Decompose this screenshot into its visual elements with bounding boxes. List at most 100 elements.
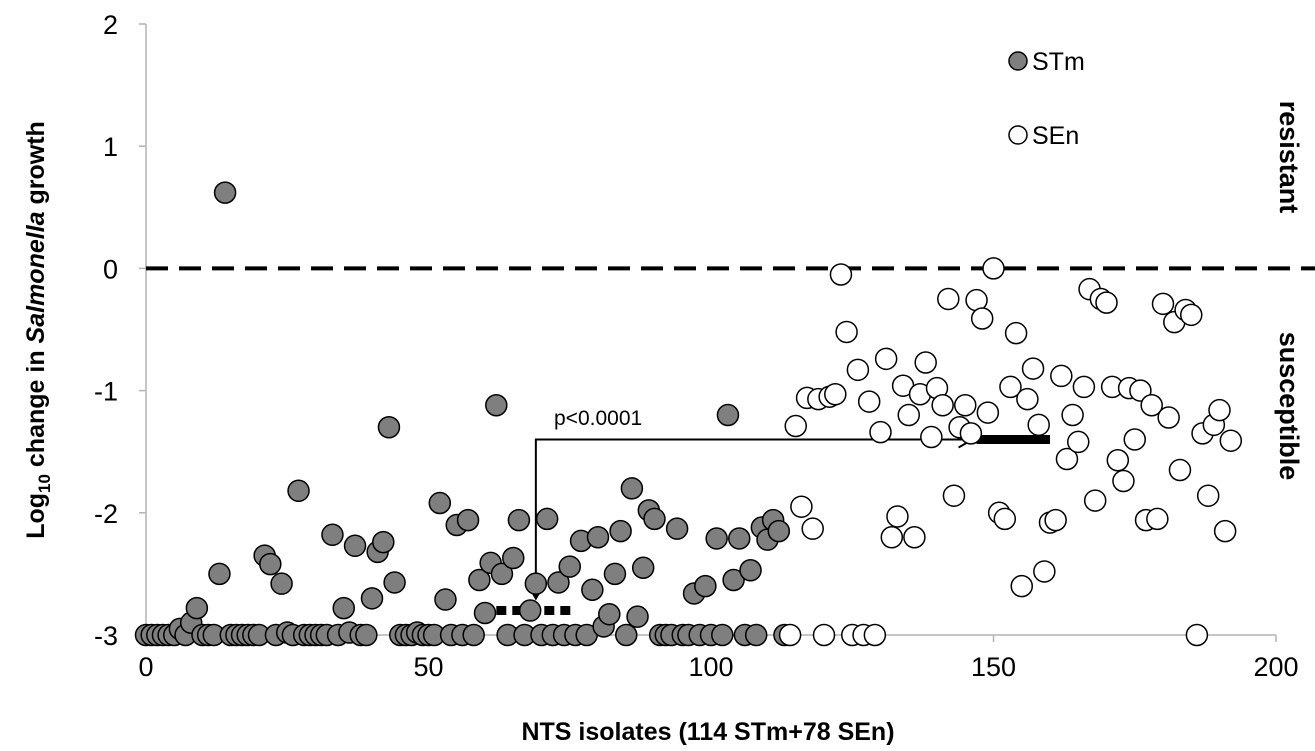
data-point-stm bbox=[643, 507, 666, 531]
data-point-stm bbox=[603, 562, 627, 586]
data-point-stm bbox=[502, 546, 525, 570]
data-point-sen bbox=[1095, 291, 1118, 314]
data-point-sen bbox=[1044, 508, 1067, 532]
data-point-stm bbox=[343, 534, 367, 558]
data-point-sen bbox=[801, 517, 824, 540]
data-point-stm bbox=[631, 556, 655, 580]
data-point-sen bbox=[1083, 489, 1107, 512]
data-point-sen bbox=[880, 525, 904, 549]
legend-label-sen: SEn bbox=[1032, 122, 1079, 150]
y-axis-title-suffix: growth bbox=[22, 121, 50, 211]
plot-area: 2 1 0 -1 -2 -3 0 50 100 150 200 bbox=[94, 10, 1315, 682]
y-axis-title-mid: change in bbox=[22, 343, 50, 474]
y-tick-label: -2 bbox=[94, 499, 118, 529]
data-point-sen bbox=[784, 414, 807, 438]
data-point-sen bbox=[1004, 321, 1028, 345]
data-point-stm bbox=[524, 572, 548, 595]
data-point-sen bbox=[976, 401, 1000, 424]
data-point-stm bbox=[507, 508, 531, 532]
data-point-stm bbox=[586, 525, 610, 549]
data-point-sen bbox=[1168, 458, 1192, 482]
data-point-sen bbox=[1072, 375, 1096, 399]
data-point-stm bbox=[321, 523, 344, 547]
series-sen bbox=[778, 257, 1243, 647]
data-point-stm bbox=[767, 519, 791, 543]
data-point-sen bbox=[1010, 574, 1033, 598]
data-point-stm bbox=[694, 574, 717, 598]
data-point-sen bbox=[1185, 623, 1209, 647]
data-point-sen bbox=[920, 425, 943, 449]
data-point-sen bbox=[1027, 413, 1050, 437]
comparison-bracket bbox=[534, 438, 973, 599]
data-point-sen bbox=[942, 484, 966, 507]
y-tick-label: 0 bbox=[103, 254, 118, 284]
data-point-stm bbox=[377, 416, 401, 439]
data-point-stm bbox=[270, 572, 293, 595]
data-point-stm bbox=[711, 623, 734, 647]
data-point-stm bbox=[360, 587, 384, 610]
data-point-sen bbox=[1146, 507, 1169, 531]
data-point-stm bbox=[716, 403, 740, 427]
data-point-sen bbox=[829, 263, 853, 286]
data-point-sen bbox=[982, 257, 1005, 280]
data-point-sen bbox=[1050, 364, 1073, 388]
data-point-sen bbox=[999, 375, 1022, 399]
data-point-sen bbox=[931, 394, 954, 417]
data-point-stm bbox=[468, 568, 491, 592]
x-tick-label: 200 bbox=[1253, 652, 1298, 682]
data-point-stm bbox=[185, 596, 209, 620]
data-point-stm bbox=[744, 623, 768, 647]
y-tick-label: -3 bbox=[94, 621, 118, 651]
legend-marker-sen bbox=[1008, 125, 1028, 145]
data-point-stm bbox=[665, 517, 689, 540]
data-point-stm bbox=[259, 552, 282, 576]
data-point-stm bbox=[208, 562, 231, 586]
y-axis-title-group: Log10 change in Salmonella growth bbox=[22, 121, 54, 539]
data-point-stm bbox=[615, 623, 638, 647]
data-point-sen bbox=[1213, 519, 1237, 543]
data-point-sen bbox=[970, 307, 994, 330]
data-point-sen bbox=[897, 403, 920, 427]
data-point-stm bbox=[355, 623, 378, 647]
data-point-stm bbox=[372, 530, 395, 554]
y-axis-title-prefix: Log bbox=[22, 493, 50, 539]
data-point-sen bbox=[1112, 469, 1135, 493]
region-label-resistant: resistant bbox=[1274, 101, 1304, 214]
data-point-stm bbox=[620, 477, 644, 500]
data-point-sen bbox=[1021, 357, 1045, 380]
x-tick-label: 50 bbox=[413, 652, 443, 682]
data-point-sen bbox=[1016, 387, 1039, 411]
y-tick-label: 1 bbox=[103, 132, 118, 162]
data-point-sen bbox=[954, 394, 977, 417]
data-point-stm bbox=[722, 568, 745, 592]
data-point-sen bbox=[790, 495, 813, 518]
y-tick-label: 2 bbox=[103, 10, 118, 40]
data-point-sen bbox=[1067, 430, 1090, 454]
data-point-sen bbox=[1123, 428, 1146, 451]
data-point-stm bbox=[383, 571, 406, 594]
x-axis-title: NTS isolates (114 STm+78 SEn) bbox=[521, 718, 894, 746]
data-point-sen bbox=[1061, 403, 1084, 427]
data-point-stm bbox=[490, 562, 514, 586]
data-point-sen bbox=[1157, 406, 1180, 429]
data-point-sen bbox=[903, 525, 926, 549]
data-point-sen bbox=[959, 422, 983, 445]
data-point-stm bbox=[473, 601, 497, 625]
data-point-stm bbox=[728, 527, 751, 550]
data-point-stm bbox=[287, 479, 310, 503]
data-point-sen bbox=[1151, 292, 1175, 316]
data-point-sen bbox=[1106, 449, 1130, 472]
x-tick-label: 100 bbox=[688, 652, 733, 682]
y-tick-label: -1 bbox=[94, 377, 118, 407]
data-point-sen bbox=[835, 320, 858, 344]
data-point-sen bbox=[869, 420, 892, 444]
data-point-stm bbox=[462, 623, 485, 647]
data-point-sen bbox=[937, 287, 960, 311]
data-point-sen bbox=[857, 390, 881, 413]
data-point-sen bbox=[1055, 447, 1079, 471]
data-point-stm bbox=[485, 394, 508, 417]
data-point-sen bbox=[1140, 394, 1163, 417]
data-point-sen bbox=[1033, 560, 1056, 583]
p-value-annotation: p<0.0001 bbox=[554, 407, 642, 430]
